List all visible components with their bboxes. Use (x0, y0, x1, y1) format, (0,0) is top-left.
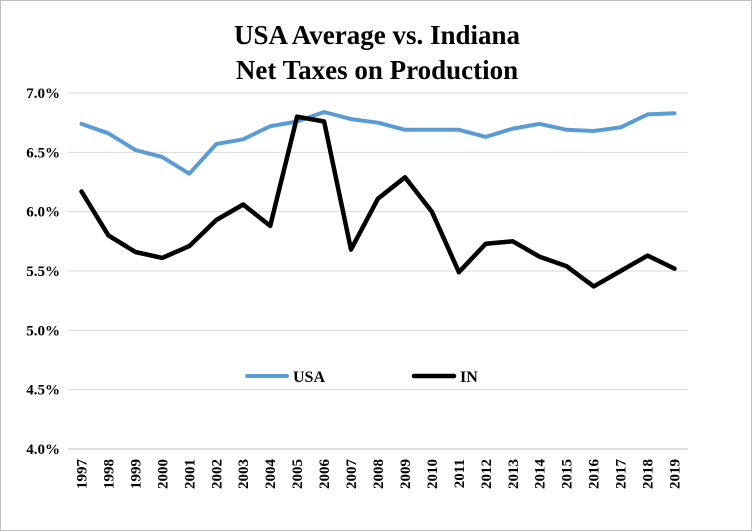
x-tick-label: 1997 (74, 459, 90, 490)
x-axis-tick-labels: 1997 1998 1999 2000 2001 2002 2003 2004 2005 2006… (74, 459, 683, 490)
x-tick-label: 2007 (344, 459, 360, 490)
x-tick-label: 2002 (209, 459, 225, 489)
y-tick-label: 6.5% (26, 145, 60, 161)
x-tick-label: 2018 (641, 459, 657, 489)
legend-label-usa: USA (293, 369, 325, 386)
series-line-in (79, 114, 677, 289)
x-tick-label: 1999 (128, 459, 144, 489)
x-tick-label: 2012 (479, 459, 495, 489)
y-tick-label: 4.0% (26, 442, 60, 458)
x-tick-label: 2006 (317, 459, 333, 490)
x-tick-label: 2019 (668, 459, 684, 489)
x-tick-label: 1998 (101, 459, 117, 489)
chart-title-line-1: USA Average vs. Indiana (234, 20, 521, 50)
x-tick-label: 2016 (587, 459, 603, 490)
x-tick-label: 2015 (560, 459, 576, 489)
x-tick-label: 2011 (452, 459, 468, 488)
x-tick-label: 2017 (614, 459, 630, 490)
y-tick-label: 4.5% (26, 383, 60, 399)
y-tick-label: 6.0% (26, 205, 60, 221)
x-tick-label: 2014 (533, 459, 549, 490)
x-tick-label: 2004 (263, 459, 279, 490)
x-tick-label: 2000 (155, 459, 171, 489)
y-tick-label: 5.5% (26, 264, 60, 280)
y-tick-label: 5.0% (26, 323, 60, 339)
x-tick-label: 2001 (182, 459, 198, 489)
y-gridlines (68, 92, 688, 391)
y-tick-label: 7.0% (26, 86, 60, 102)
legend: USA IN (245, 369, 478, 386)
series-lines (79, 110, 677, 289)
x-tick-label: 2008 (371, 459, 387, 489)
x-tick-label: 2009 (398, 459, 414, 489)
x-tick-label: 2003 (236, 459, 252, 489)
chart-title-line-2: Net Taxes on Production (236, 55, 518, 85)
y-axis-tick-labels: 4.0% 4.5% 5.0% 5.5% 6.0% 6.5% 7.0% (26, 86, 60, 458)
x-tick-label: 2010 (425, 459, 441, 489)
legend-label-in: IN (460, 369, 478, 386)
x-tick-label: 2013 (506, 459, 522, 489)
series-line-usa (79, 110, 677, 176)
x-tick-label: 2005 (290, 459, 306, 489)
